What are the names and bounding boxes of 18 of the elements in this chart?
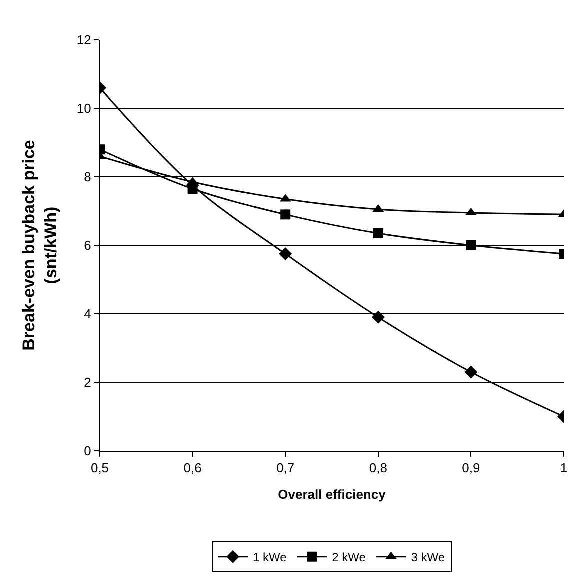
y-tick-label: 2 (84, 375, 92, 390)
legend-label: 3 kWe (411, 550, 446, 565)
legend-label: 1 kWe (253, 550, 288, 565)
y-tick-label: 8 (84, 170, 92, 185)
x-tick-label: 1 (560, 460, 568, 476)
y-tick-label: 10 (76, 101, 92, 116)
y-tick-label: 6 (84, 238, 92, 254)
x-tick-label: 0,8 (369, 460, 388, 476)
x-tick-label: 0,6 (184, 460, 202, 476)
x-axis-title: Overall efficiency (278, 487, 387, 502)
x-tick-label: 0,5 (90, 460, 110, 476)
y-tick-label: 4 (84, 306, 92, 322)
x-tick-label: 0,9 (462, 460, 480, 476)
y-tick-label: 12 (76, 32, 92, 48)
y-tick-label: 0 (84, 444, 92, 459)
legend-label: 2 kWe (332, 550, 366, 565)
x-tick-label: 0,7 (276, 460, 295, 476)
y-axis-title: Break-even buyback price (snt/kWh) (19, 140, 60, 351)
